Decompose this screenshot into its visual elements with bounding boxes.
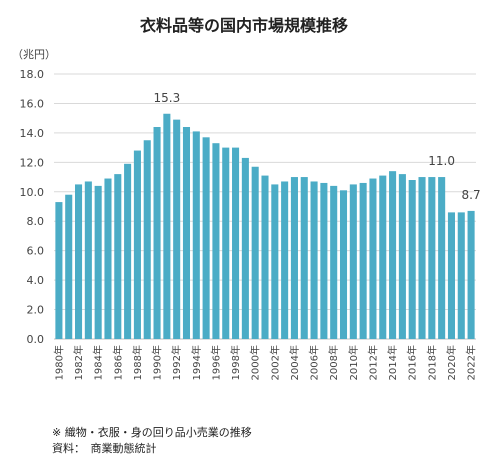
bar-1983年 — [84, 181, 92, 339]
x-tick-label: 2020年 — [445, 345, 458, 380]
bar-1992年 — [173, 119, 181, 339]
bar-1998年 — [232, 147, 240, 339]
bar-2016年 — [408, 180, 416, 339]
bar-2009年 — [339, 190, 348, 339]
chart-title: 衣料品等の国内市場規模推移 — [139, 16, 348, 35]
y-tick-label: 18.0 — [20, 68, 45, 81]
footnote-line-1: ※ 織物・衣服・身の回り品小売業の推移 — [52, 426, 252, 439]
y-axis-unit-label: （兆円） — [12, 48, 56, 61]
x-tick-label: 1998年 — [229, 345, 242, 380]
data-labels: 15.3 11.0 8.7 — [154, 91, 481, 202]
footnote-line-2: 資料： 商業動態統計 — [52, 442, 157, 455]
bar-2003年 — [281, 181, 289, 339]
x-tick-label: 1990年 — [151, 345, 164, 380]
y-tick-label: 14.0 — [20, 127, 45, 140]
bar-2006年 — [310, 181, 318, 339]
bar-2019年 — [438, 177, 446, 339]
y-tick-label: 8.0 — [27, 215, 45, 228]
x-tick-label: 1992年 — [170, 345, 183, 380]
bar-2017年 — [418, 177, 426, 339]
bar-1997年 — [222, 147, 230, 339]
bar-2014年 — [389, 171, 397, 339]
bar-2012年 — [369, 178, 377, 339]
x-tick-label: 1984年 — [92, 345, 105, 380]
y-tick-label: 2.0 — [27, 304, 45, 317]
x-tick-label: 2006年 — [308, 345, 321, 380]
bars — [55, 113, 475, 339]
x-tick-label: 1980年 — [52, 345, 65, 380]
x-tick-label: 2008年 — [327, 345, 340, 380]
bar-1985年 — [104, 178, 112, 339]
x-tick-label: 1986年 — [111, 345, 124, 380]
data-label: 11.0 — [428, 154, 455, 168]
bar-2020年 — [447, 212, 455, 339]
bar-2021年 — [457, 212, 465, 339]
y-tick-label: 4.0 — [27, 274, 45, 287]
bar-2008年 — [330, 185, 338, 339]
x-tick-label: 1982年 — [72, 345, 85, 380]
y-tick-label: 16.0 — [20, 97, 45, 110]
x-tick-label: 2004年 — [288, 345, 301, 380]
bar-1982年 — [75, 184, 83, 339]
bar-1996年 — [212, 143, 220, 339]
bar-1980年 — [55, 202, 63, 339]
x-axis-ticks: 1980年 1982年 1984年 1986年 1988年 1990年 1992年 1994年… — [52, 345, 477, 380]
y-tick-label: 12.0 — [20, 156, 45, 169]
bar-1995年 — [202, 137, 210, 339]
bar-1988年 — [133, 150, 141, 339]
x-tick-label: 2010年 — [347, 345, 360, 380]
x-tick-label: 2018年 — [425, 345, 438, 380]
x-tick-label: 1994年 — [190, 345, 203, 380]
bar-2013年 — [379, 175, 387, 339]
x-tick-label: 2000年 — [249, 345, 262, 380]
bar-1984年 — [94, 185, 102, 339]
bar-1986年 — [114, 174, 122, 339]
bar-2015年 — [398, 174, 406, 339]
x-tick-label: 2014年 — [386, 345, 399, 380]
bar-1987年 — [124, 163, 132, 339]
x-tick-label: 2022年 — [465, 345, 478, 380]
bar-1981年 — [65, 194, 73, 339]
y-axis-ticks: 0.0 2.0 4.0 6.0 8.0 10.0 12.0 14.0 16.0 18.0 — [20, 68, 45, 346]
x-tick-label: 2002年 — [268, 345, 281, 380]
y-tick-label: 0.0 — [27, 333, 45, 346]
x-tick-label: 2012年 — [366, 345, 379, 380]
bar-1989年 — [143, 140, 151, 339]
bar-2002年 — [271, 184, 279, 339]
bar-2022年 — [467, 210, 475, 339]
bar-2010年 — [349, 184, 357, 339]
bar-2000年 — [251, 166, 259, 339]
x-tick-label: 1988年 — [131, 345, 144, 380]
x-tick-label: 2016年 — [406, 345, 419, 380]
bar-1991年 — [163, 113, 171, 339]
bar-2007年 — [320, 182, 328, 339]
bar-1994年 — [192, 131, 200, 339]
y-tick-label: 6.0 — [27, 245, 45, 258]
bar-2001年 — [261, 175, 269, 339]
data-label: 15.3 — [154, 91, 181, 105]
x-tick-label: 1996年 — [209, 345, 222, 380]
bar-2011年 — [359, 182, 367, 339]
bar-2004年 — [290, 177, 298, 339]
bar-2005年 — [300, 177, 308, 339]
bar-1990年 — [153, 127, 161, 339]
bar-1999年 — [241, 157, 249, 339]
bar-1993年 — [182, 127, 191, 339]
y-tick-label: 10.0 — [20, 186, 45, 199]
bar-2018年 — [428, 177, 436, 339]
data-label: 8.7 — [462, 188, 481, 202]
